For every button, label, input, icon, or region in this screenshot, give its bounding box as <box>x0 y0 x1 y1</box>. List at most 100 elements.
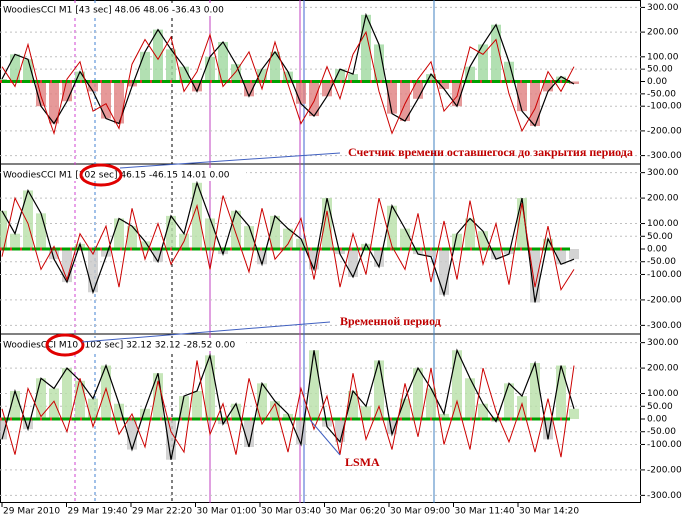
y-tick-label: 0.00 <box>647 415 667 425</box>
histogram-bar <box>88 398 98 419</box>
histogram-bar <box>244 81 254 97</box>
y-tick-label: 0.00 <box>647 245 667 255</box>
histogram-bar <box>465 218 475 249</box>
cci-line <box>1 30 575 136</box>
histogram-bar <box>452 81 462 107</box>
cci-line <box>1 195 575 292</box>
histogram-bar <box>0 210 7 249</box>
histogram-bar <box>322 81 332 97</box>
histogram-bar <box>101 81 111 119</box>
histogram-bar <box>10 54 20 82</box>
histogram-bar <box>114 218 124 249</box>
histogram-bar <box>270 401 280 419</box>
histogram-bar <box>88 249 98 293</box>
histogram-bar <box>348 249 358 277</box>
histogram-bar <box>127 81 137 87</box>
annotation: Счетчик времени оставшегося до закрытия … <box>348 145 633 159</box>
histogram-bar <box>257 383 267 419</box>
histogram-bar <box>75 243 85 249</box>
histogram-bar <box>62 368 72 419</box>
histogram-bar <box>439 413 449 419</box>
histogram-bar <box>101 365 111 419</box>
histogram-bar <box>400 398 410 419</box>
cci-line <box>1 360 575 458</box>
histogram-bar <box>556 76 566 82</box>
histogram-bar <box>439 249 449 295</box>
y-tick-label: 300.00 <box>647 168 679 178</box>
histogram-bar <box>374 360 384 419</box>
x-tick-label: 30 Mar 06:20 <box>326 507 386 517</box>
y-tick-label: -50.00 <box>647 89 676 99</box>
callout-line <box>81 321 331 343</box>
y-tick-label: 200.00 <box>647 364 679 374</box>
histogram-bar <box>517 81 527 112</box>
y-tick-label: 100.00 <box>647 52 679 62</box>
callout-line <box>119 152 341 169</box>
histogram-bar <box>127 226 137 249</box>
histogram-bar <box>387 419 397 435</box>
histogram-bar <box>374 249 384 267</box>
histogram-bar <box>530 249 540 303</box>
histogram-bar <box>23 419 33 430</box>
histogram-bar <box>231 64 241 82</box>
pane-title: WoodiesCCI M10 [102 sec] 32.12 32.12 -28… <box>3 341 236 351</box>
histogram-bar <box>309 350 319 419</box>
histogram-bar <box>153 373 163 419</box>
title-bg <box>1 338 246 351</box>
histogram-bar <box>530 81 540 126</box>
y-tick-label: 300.00 <box>647 3 679 13</box>
histogram-bar <box>140 241 150 249</box>
histogram-bar <box>114 81 124 124</box>
histogram-bar <box>400 81 410 122</box>
y-tick-label: -300.00 <box>647 321 682 331</box>
histogram-bar <box>49 388 59 419</box>
y-tick-label: -100.00 <box>647 102 682 112</box>
histogram-bar <box>335 419 345 442</box>
histogram-bar <box>270 51 280 82</box>
x-tick-label: 30 Mar 14:20 <box>519 507 579 517</box>
histogram-bar <box>0 419 7 440</box>
histogram-bar <box>439 81 449 89</box>
histogram-bar <box>205 218 215 249</box>
histogram-bar <box>192 81 202 92</box>
histogram-bar <box>569 408 579 419</box>
histogram-bar <box>192 391 202 419</box>
histogram-bar <box>101 249 111 257</box>
histogram-bar <box>348 74 358 82</box>
histogram-bar <box>127 419 137 450</box>
histogram-bar <box>504 61 514 82</box>
histogram-bar <box>257 249 267 265</box>
x-tick-label: 30 Mar 11:40 <box>455 507 515 517</box>
histogram-bar <box>465 66 475 82</box>
annotation: LSMA <box>345 455 380 469</box>
histogram-bar <box>504 383 514 419</box>
histogram-bar <box>556 249 566 265</box>
histogram-bar <box>10 391 20 419</box>
histogram-bar <box>296 419 306 445</box>
histogram-bar <box>517 198 527 249</box>
histogram-bar <box>166 215 176 249</box>
histogram-bar <box>218 41 228 82</box>
histogram-bar <box>517 396 527 419</box>
histogram-bar <box>426 74 436 82</box>
histogram-bar <box>413 81 423 99</box>
histogram-bar <box>75 71 85 82</box>
x-tick-label: 30 Mar 03:40 <box>261 507 321 517</box>
x-tick-label: 30 Mar 01:00 <box>197 507 257 517</box>
pane-title: WoodiesCCI M1 [43 sec] 48.06 48.06 -36.4… <box>3 6 224 16</box>
y-tick-label: -100.00 <box>647 270 682 280</box>
histogram-bar <box>23 190 33 249</box>
highlight-ellipse <box>79 163 123 187</box>
histogram-bar <box>153 249 163 262</box>
histogram-bar <box>361 243 371 249</box>
histogram-bar <box>478 403 488 419</box>
histogram-bar <box>166 419 176 460</box>
histogram-bar <box>179 396 189 419</box>
y-tick-label: 300.00 <box>647 338 679 348</box>
x-tick-label: 29 Mar 2010 <box>3 507 60 517</box>
histogram-bar <box>296 81 306 104</box>
histogram-bar <box>426 388 436 419</box>
y-tick-label: -300.00 <box>647 151 682 161</box>
histogram-bar <box>543 238 553 249</box>
histogram-bar <box>62 81 72 102</box>
